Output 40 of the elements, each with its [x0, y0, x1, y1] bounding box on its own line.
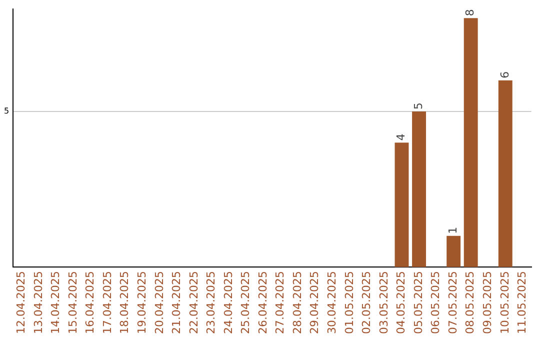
x-tick-label: 06.05.2025: [429, 271, 442, 334]
x-tick-label: 09.05.2025: [480, 271, 494, 334]
x-tick-label: 30.04.2025: [326, 271, 339, 334]
x-tick-label: 19.04.2025: [136, 271, 149, 334]
x-tick-label: 23.04.2025: [204, 271, 218, 334]
x-tick-label: 08.05.2025: [464, 271, 477, 334]
data-label: 5: [412, 102, 425, 110]
bar: [412, 111, 426, 268]
x-tick-label: 28.04.2025: [290, 271, 304, 334]
x-tick-label: 25.04.2025: [239, 271, 252, 334]
x-tick-label: 07.05.2025: [446, 271, 460, 334]
x-tick-label: 29.04.2025: [308, 271, 322, 334]
x-tick-label: 01.05.2025: [342, 271, 356, 334]
x-tick-label: 05.05.2025: [412, 271, 425, 334]
x-tick-label: 18.04.2025: [118, 271, 132, 334]
bar: [498, 80, 512, 268]
x-tick-label: 04.05.2025: [394, 271, 408, 334]
x-tick-label: 11.05.2025: [516, 271, 529, 334]
x-tick-label: 20.04.2025: [152, 271, 166, 334]
x-tick-label: 03.05.2025: [377, 271, 390, 334]
x-tick-label: 16.04.2025: [84, 271, 97, 334]
x-tick-label: 13.04.2025: [32, 271, 45, 334]
x-tick-label: 10.05.2025: [498, 271, 512, 334]
data-label: 6: [498, 71, 512, 78]
x-tick-label: 17.04.2025: [100, 271, 114, 334]
bar: [464, 18, 478, 268]
data-label: 8: [464, 9, 477, 16]
bar: [394, 142, 409, 268]
x-tick-label: 24.04.2025: [222, 271, 235, 334]
x-tick-label: 15.04.2025: [66, 271, 80, 334]
data-label: 4: [394, 134, 408, 141]
x-tick-label: 14.04.2025: [49, 271, 62, 334]
x-tick-label: 26.04.2025: [256, 271, 270, 334]
data-label: 1: [446, 226, 460, 234]
x-tick-label: 27.04.2025: [274, 271, 287, 334]
x-tick-label: 21.04.2025: [170, 271, 184, 334]
bar: [446, 236, 461, 268]
x-tick-label: 02.05.2025: [360, 271, 374, 334]
x-tick-label: 22.04.2025: [187, 271, 200, 334]
x-tick-label: 12.04.2025: [14, 271, 28, 334]
